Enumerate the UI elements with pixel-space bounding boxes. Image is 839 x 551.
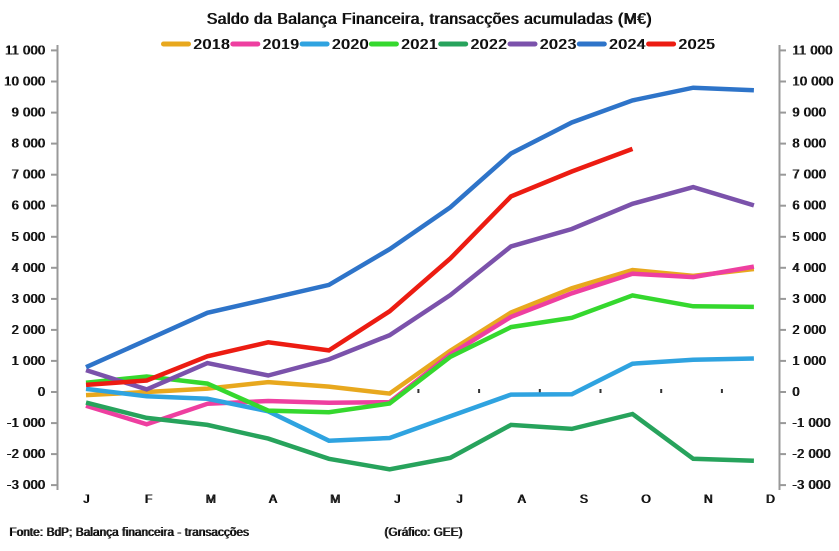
svg-text:11 000: 11 000 xyxy=(792,43,832,57)
svg-text:2 000: 2 000 xyxy=(792,323,826,337)
svg-text:10 000: 10 000 xyxy=(4,75,45,89)
svg-text:O: O xyxy=(641,492,650,506)
svg-text:-3 000: -3 000 xyxy=(7,478,45,492)
svg-text:4 000: 4 000 xyxy=(11,261,45,275)
svg-text:2025: 2025 xyxy=(678,36,715,53)
svg-text:-1 000: -1 000 xyxy=(7,416,45,430)
svg-text:2018: 2018 xyxy=(193,36,230,53)
svg-text:7 000: 7 000 xyxy=(792,168,826,182)
svg-text:(Gráfico: GEE): (Gráfico: GEE) xyxy=(384,527,462,539)
svg-text:S: S xyxy=(579,492,587,506)
svg-text:J: J xyxy=(394,492,400,506)
svg-text:6 000: 6 000 xyxy=(792,199,826,213)
svg-text:2 000: 2 000 xyxy=(11,323,45,337)
svg-text:2020: 2020 xyxy=(332,36,369,53)
svg-text:M: M xyxy=(330,492,340,506)
svg-text:2022: 2022 xyxy=(470,36,507,53)
svg-text:2023: 2023 xyxy=(540,36,577,53)
svg-text:2021: 2021 xyxy=(401,36,438,53)
svg-text:6 000: 6 000 xyxy=(11,199,45,213)
svg-text:N: N xyxy=(703,492,712,506)
svg-text:9 000: 9 000 xyxy=(792,106,826,120)
svg-text:0: 0 xyxy=(38,385,45,399)
svg-text:7 000: 7 000 xyxy=(11,168,45,182)
svg-text:3 000: 3 000 xyxy=(792,292,826,306)
svg-text:J: J xyxy=(83,492,89,506)
svg-text:Fonte: BdP; Balança financeira: Fonte: BdP; Balança financeira - transac… xyxy=(9,527,249,539)
svg-text:5 000: 5 000 xyxy=(792,230,826,244)
svg-text:0: 0 xyxy=(792,385,799,399)
svg-text:M: M xyxy=(205,492,215,506)
svg-text:-1 000: -1 000 xyxy=(792,416,830,430)
svg-text:10 000: 10 000 xyxy=(792,75,833,89)
svg-text:D: D xyxy=(766,492,775,506)
svg-text:Saldo da Balança Financeira, t: Saldo da Balança Financeira, transacções… xyxy=(206,11,651,28)
svg-text:8 000: 8 000 xyxy=(792,137,826,151)
svg-text:2019: 2019 xyxy=(262,36,299,53)
svg-text:11 000: 11 000 xyxy=(5,43,45,57)
svg-text:J: J xyxy=(456,492,462,506)
svg-text:A: A xyxy=(268,492,276,506)
svg-text:-3 000: -3 000 xyxy=(792,478,830,492)
svg-text:1 000: 1 000 xyxy=(11,354,45,368)
svg-text:4 000: 4 000 xyxy=(792,261,826,275)
svg-text:1 000: 1 000 xyxy=(792,354,826,368)
svg-text:A: A xyxy=(517,492,525,506)
svg-text:2024: 2024 xyxy=(609,36,646,53)
svg-text:9 000: 9 000 xyxy=(11,106,45,120)
svg-text:-2 000: -2 000 xyxy=(7,447,45,461)
svg-text:-2 000: -2 000 xyxy=(792,447,830,461)
svg-text:8 000: 8 000 xyxy=(11,137,45,151)
svg-text:3 000: 3 000 xyxy=(11,292,45,306)
svg-text:5 000: 5 000 xyxy=(11,230,45,244)
svg-text:F: F xyxy=(145,492,152,506)
